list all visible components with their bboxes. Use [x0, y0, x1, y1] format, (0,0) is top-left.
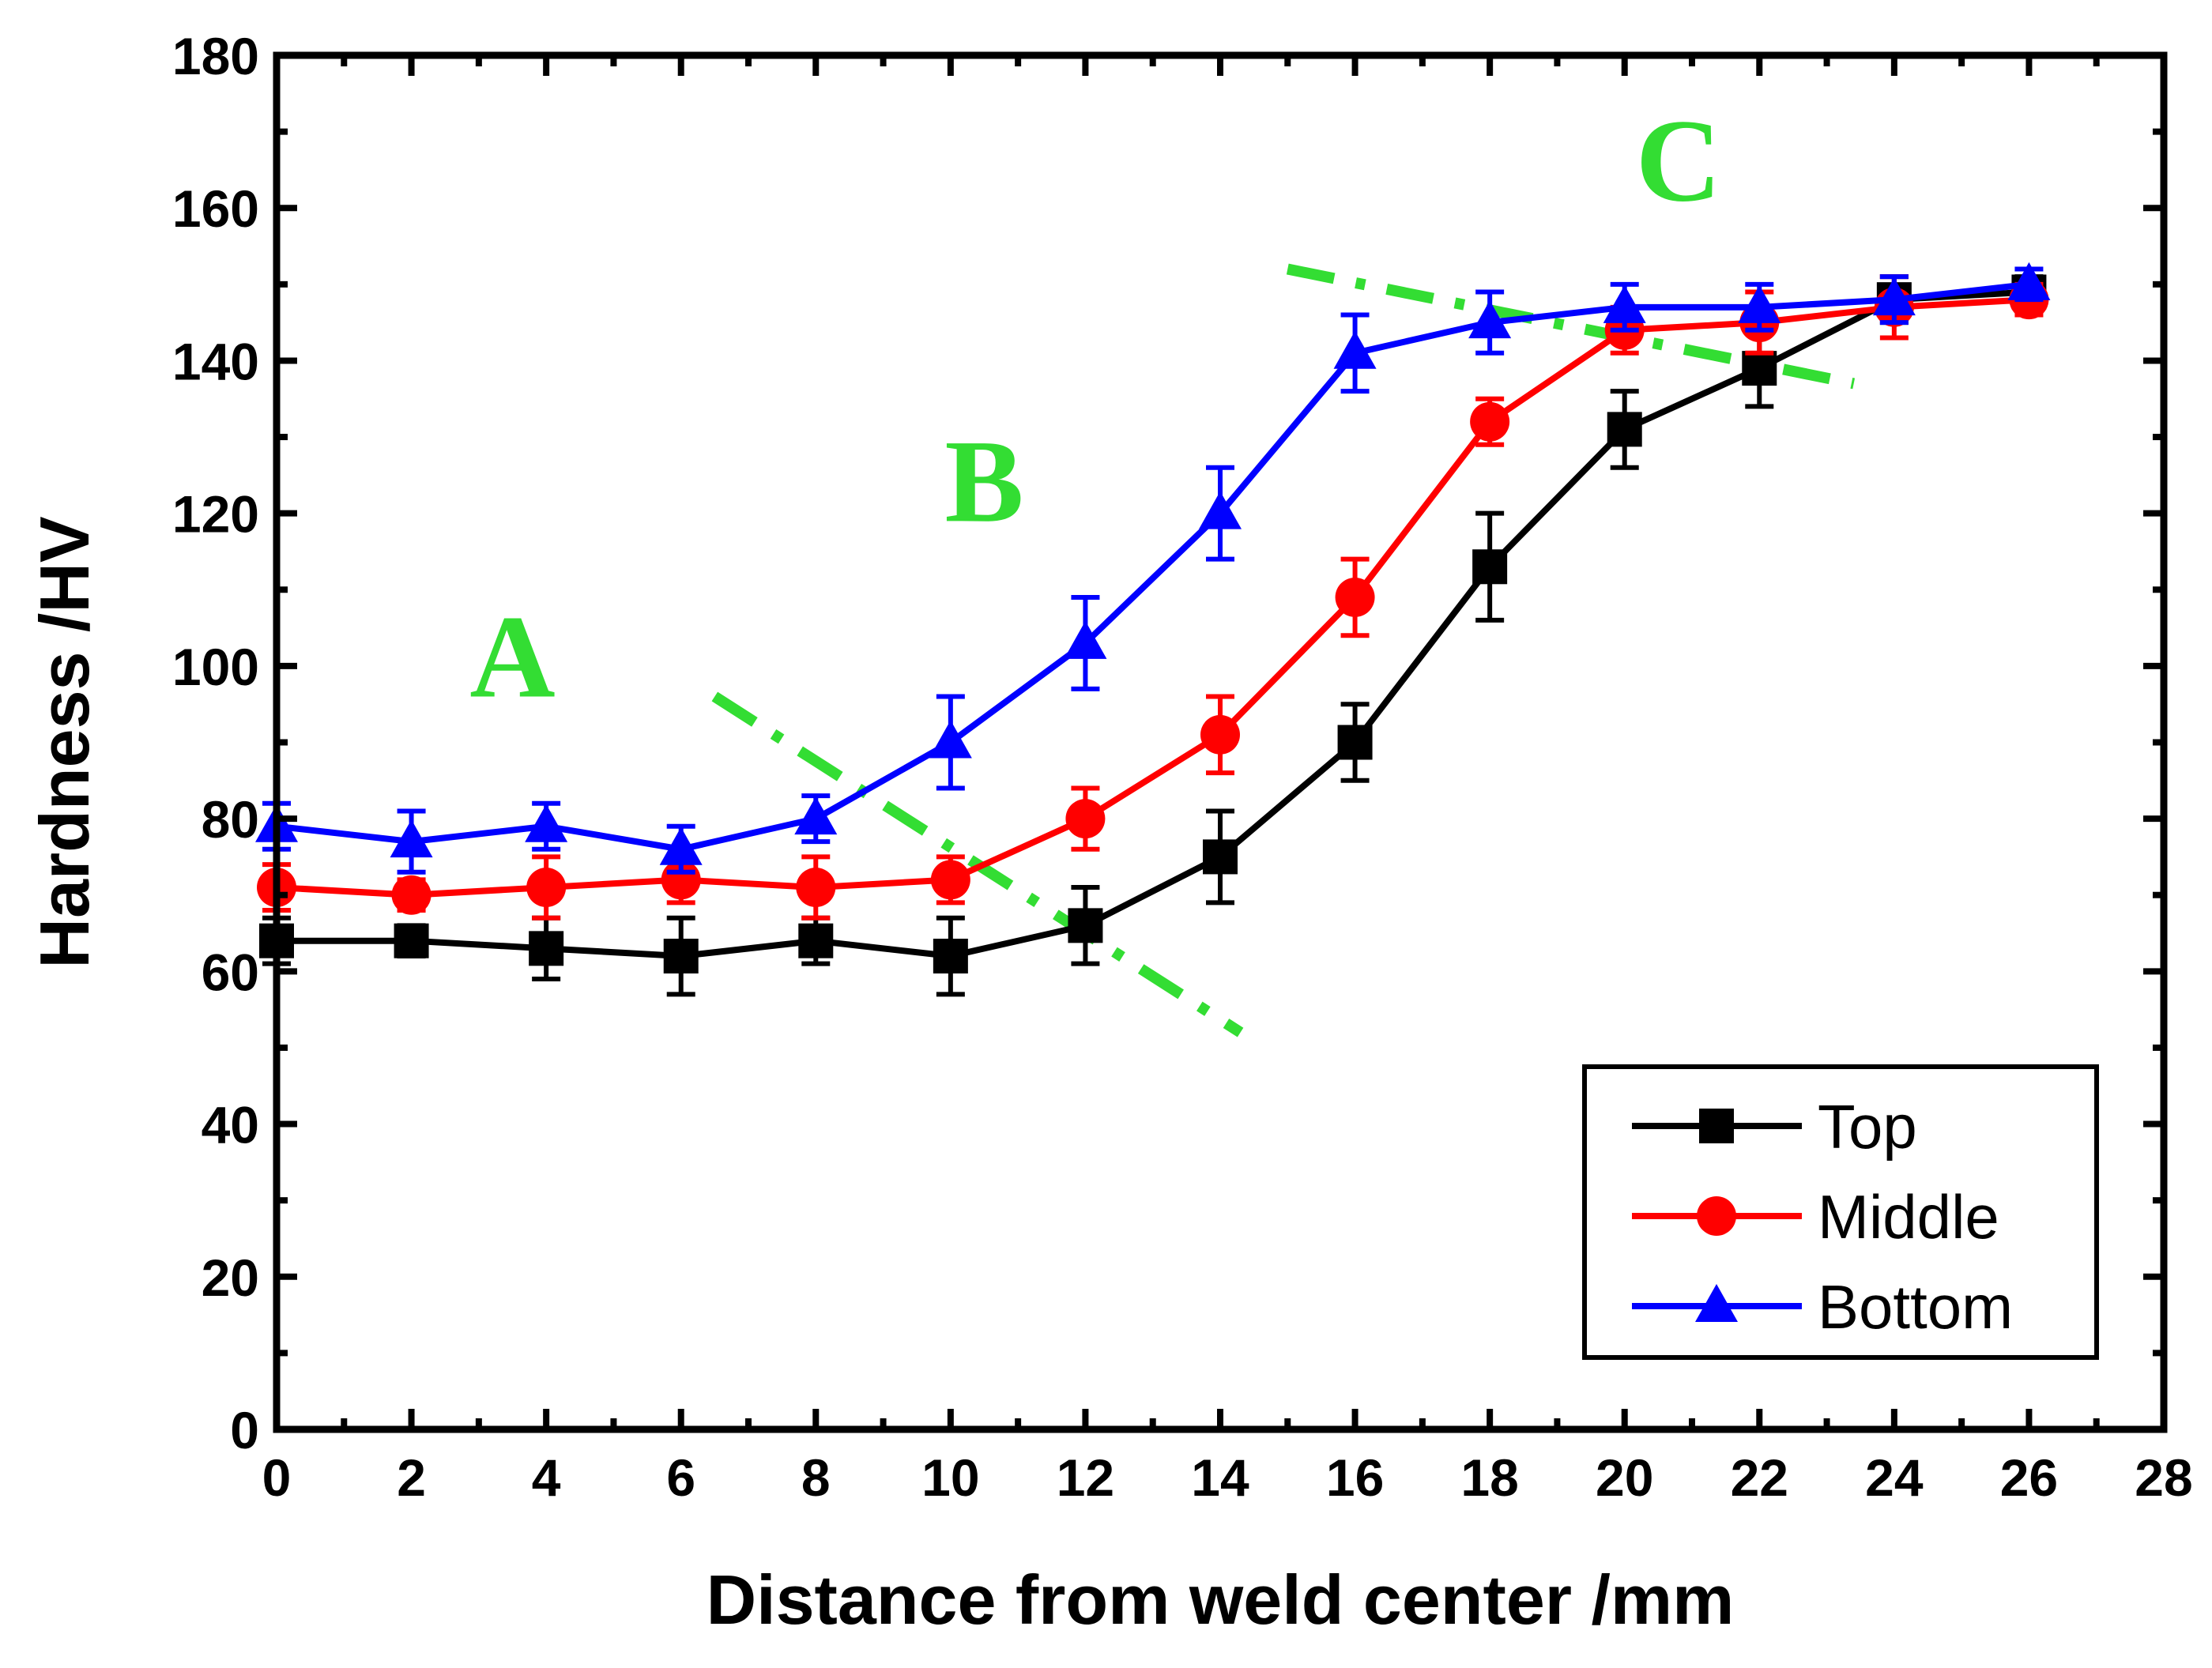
y-tick-label: 160	[172, 179, 259, 238]
data-point-middle	[391, 875, 431, 915]
data-point-middle	[796, 868, 836, 908]
region-labels: A B C	[469, 96, 1721, 723]
x-tick-label: 16	[1326, 1448, 1384, 1507]
region-boundaries	[711, 263, 1856, 1037]
x-tick-label: 26	[2000, 1448, 2058, 1507]
series-line-bottom	[276, 281, 2029, 853]
legend-item-bottom: Bottom	[1632, 1272, 2013, 1342]
data-point-bottom	[1199, 491, 1242, 529]
x-tick-label: 14	[1191, 1448, 1249, 1507]
legend-marker-middle	[1697, 1196, 1736, 1236]
y-tick-label: 180	[172, 27, 259, 85]
data-point-bottom	[1738, 284, 1781, 323]
region-label-c: C	[1636, 96, 1721, 227]
data-point-top	[663, 939, 699, 974]
y-tick-label: 120	[172, 485, 259, 544]
x-axis-title: Distance from weld center /mm	[707, 1561, 1735, 1639]
x-tick-label: 22	[1731, 1448, 1788, 1507]
data-point-middle	[1470, 401, 1510, 442]
y-axis-title: Hardness /HV	[25, 516, 104, 969]
region-label-b: B	[944, 416, 1023, 547]
x-tick-label: 6	[666, 1448, 695, 1507]
x-tick-label: 4	[532, 1448, 561, 1507]
x-tick-label: 12	[1057, 1448, 1114, 1507]
series-bottom	[255, 262, 2051, 875]
data-point-top	[394, 923, 429, 958]
y-tick-label: 60	[202, 943, 259, 1001]
series-layer	[255, 262, 2051, 997]
data-point-bottom	[929, 720, 972, 759]
y-tick-label: 0	[230, 1401, 259, 1459]
x-tick-label: 10	[921, 1448, 979, 1507]
axis-ticks	[273, 52, 2167, 1433]
y-tick-label: 80	[202, 790, 259, 849]
data-point-top	[529, 931, 564, 966]
x-tick-label: 24	[1865, 1448, 1924, 1507]
data-point-top	[1472, 549, 1508, 585]
legend-item-middle: Middle	[1632, 1182, 1999, 1252]
legend-label-middle: Middle	[1818, 1182, 1999, 1252]
data-point-bottom	[525, 804, 568, 842]
legend-items: Top Middle Bottom	[1632, 1092, 2013, 1342]
region-label-a: A	[469, 592, 555, 723]
data-point-bottom	[390, 819, 433, 858]
data-point-top	[1068, 908, 1103, 943]
legend-label-bottom: Bottom	[1818, 1272, 2013, 1342]
x-tick-label: 2	[397, 1448, 426, 1507]
legend-item-top: Top	[1632, 1092, 1917, 1162]
data-point-bottom	[659, 826, 703, 865]
series-line-middle	[276, 296, 2029, 898]
x-tick-label: 0	[262, 1448, 292, 1507]
y-tick-label: 40	[202, 1096, 259, 1154]
x-tick-label: 18	[1460, 1448, 1518, 1507]
data-point-bottom	[1333, 330, 1377, 369]
data-point-middle	[1200, 714, 1240, 755]
y-tick-label: 100	[172, 638, 259, 696]
x-tick-label: 8	[801, 1448, 831, 1507]
y-tick-label: 140	[172, 332, 259, 390]
legend-marker-top	[1699, 1109, 1734, 1143]
series-line-top	[277, 288, 2029, 960]
tick-labels: 0 2 4 6 8 10 12 14 16 18 20 22 24 26 28020406080100120…	[172, 27, 2193, 1507]
data-point-middle	[1335, 577, 1375, 617]
data-point-bottom	[1468, 300, 1512, 339]
data-point-top	[1203, 839, 1238, 875]
x-tick-label: 20	[1596, 1448, 1653, 1507]
data-point-bottom	[2007, 262, 2051, 300]
y-tick-label: 20	[202, 1248, 259, 1307]
data-point-bottom	[1872, 277, 1916, 316]
data-point-middle	[526, 868, 567, 908]
data-point-bottom	[794, 796, 838, 835]
legend-label-top: Top	[1818, 1092, 1917, 1162]
data-point-bottom	[1064, 620, 1107, 659]
data-point-middle	[930, 860, 970, 900]
legend-marker-bottom	[1695, 1284, 1738, 1322]
data-point-top	[1337, 725, 1373, 760]
data-point-top	[1607, 412, 1642, 447]
data-point-bottom	[1603, 284, 1646, 323]
legend: Top Middle Bottom	[1582, 1064, 2099, 1360]
x-tick-label: 28	[2135, 1448, 2192, 1507]
data-point-top	[798, 923, 834, 958]
data-point-top	[1742, 351, 1777, 386]
data-point-top	[933, 939, 968, 974]
data-point-middle	[1065, 799, 1106, 839]
